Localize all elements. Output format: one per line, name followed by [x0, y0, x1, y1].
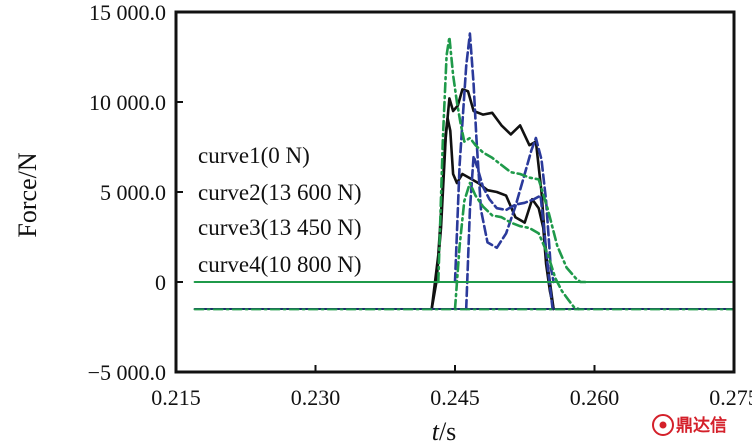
- x-axis-label: t/s: [432, 417, 457, 446]
- legend-entry-4: curve4(10 800 N): [198, 252, 362, 277]
- x-tick-label: 0.260: [570, 385, 620, 410]
- y-tick-label: −5 000.0: [88, 360, 166, 385]
- series-line-2: [430, 88, 555, 311]
- legend-entry-1: curve1(0 N): [198, 143, 310, 168]
- x-tick-label: 0.275: [709, 385, 752, 410]
- legend-entry-2: curve2(13 600 N): [198, 180, 362, 205]
- y-axis-label: Force/N: [13, 152, 42, 237]
- series-line-4: [464, 154, 554, 311]
- x-tick-label: 0.230: [291, 385, 341, 410]
- y-tick-label: 0: [155, 270, 166, 295]
- x-axis-label-unit: /s: [439, 417, 456, 446]
- series-line-3: [453, 32, 555, 284]
- y-tick-label: 15 000.0: [89, 0, 166, 25]
- series-line-5: [436, 35, 587, 284]
- y-tick-label: 5 000.0: [100, 180, 166, 205]
- x-tick-label: 0.215: [151, 385, 201, 410]
- watermark-logo-icon-dot: [659, 421, 667, 429]
- legend: curve1(0 N) curve2(13 600 N) curve3(13 450…: [198, 143, 362, 277]
- y-tick-label: 10 000.0: [89, 90, 166, 115]
- x-axis-label-variable: t: [432, 417, 440, 446]
- series-line-6: [453, 181, 581, 311]
- x-tick-label: 0.245: [430, 385, 480, 410]
- watermark-logo-icon: [652, 414, 674, 436]
- watermark-logo: 鼎达信: [652, 414, 727, 436]
- watermark-text: 鼎达信: [676, 415, 727, 436]
- legend-entry-3: curve3(13 450 N): [198, 215, 362, 240]
